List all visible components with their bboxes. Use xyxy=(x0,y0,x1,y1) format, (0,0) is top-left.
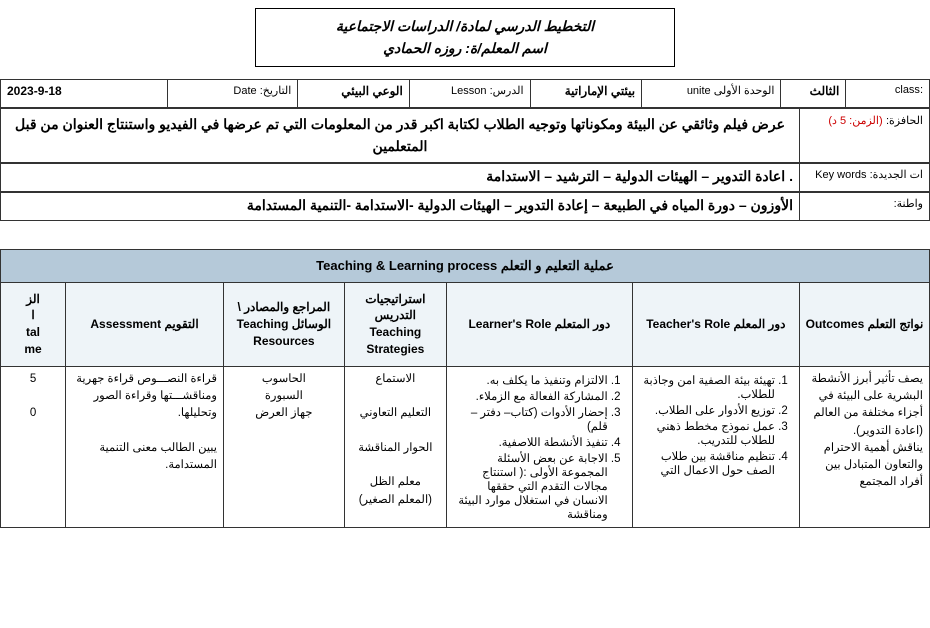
cell-teacher: تهيئة بيئة الصفية امن وجاذبة للطلاب. توزي… xyxy=(632,366,799,527)
learner-list-item: الاجابة عن بعض الأسئلة المجموعة الأولى :… xyxy=(453,451,608,521)
head-time: الز ا tal me xyxy=(1,282,66,366)
head-learner: دور المتعلم Learner's Role xyxy=(446,282,632,366)
citizenship-text: الأوزون – دورة المياه في الطبيعة – إعادة… xyxy=(1,192,800,220)
motivator-text: عرض فيلم وثائقي عن البيئة ومكوناتها وتوج… xyxy=(1,108,800,162)
plan-title-line2: اسم المعلم/ة: روزه الحمادي xyxy=(268,37,662,59)
learner-list-item: الالتزام وتنفيذ ما يكلف به. xyxy=(453,373,608,387)
head-assessment: التقويم Assessment xyxy=(66,282,224,366)
teacher-list-item: عمل نموذج مخطط ذهني للطلاب للتدريب. xyxy=(639,419,775,447)
citizenship-label: واطنة: xyxy=(799,192,929,220)
lesson-value: الوعي البيئي xyxy=(298,79,409,107)
motivator-row: الحافزة: (الزمن: 5 د) عرض فيلم وثائقي عن… xyxy=(0,108,930,163)
teacher-list-item: توزيع الأدوار على الطلاب. xyxy=(639,403,775,417)
date-label: التاريخ: Date xyxy=(168,79,298,107)
keywords-label: ات الجديدة: Key words xyxy=(799,163,929,191)
teacher-list-item: تنظيم مناقشة بين طلاب الصف حول الاعمال ا… xyxy=(639,449,775,477)
cell-assessment: قراءة النصـــوص قراءة جهرية ومناقشـــتها… xyxy=(66,366,224,527)
motivator-time: (الزمن: 5 د) xyxy=(828,115,882,127)
class-label: :class xyxy=(846,79,930,107)
cell-strategies: الاستماع التعليم التعاوني الحوار المناقش… xyxy=(344,366,446,527)
learner-list-item: المشاركة الفعالة مع الزملاء. xyxy=(453,389,608,403)
head-outcomes: نواتج التعلم Outcomes xyxy=(799,282,929,366)
keywords-text: . اعادة التدوير – الهيئات الدولية – التر… xyxy=(1,163,800,191)
cell-time: 5 0 xyxy=(1,366,66,527)
cell-outcomes: يصف تأثير أبرز الأنشطة البشرية على البيئ… xyxy=(799,366,929,527)
learner-list-item: تنفيذ الأنشطة اللاصفية. xyxy=(453,435,608,449)
lesson-label: الدرس: Lesson xyxy=(409,79,530,107)
learner-list: الالتزام وتنفيذ ما يكلف به. المشاركة الفع… xyxy=(453,373,626,521)
teacher-list-item: تهيئة بيئة الصفية امن وجاذبة للطلاب. xyxy=(639,373,775,401)
cell-learner: الالتزام وتنفيذ ما يكلف به. المشاركة الفع… xyxy=(446,366,632,527)
plan-title-line1: التخطيط الدرسي لمادة/ الدراسات الاجتماعي… xyxy=(268,15,662,37)
process-banner: عملية التعليم و التعلم Teaching & Learni… xyxy=(1,249,930,282)
keywords-row: ات الجديدة: Key words . اعادة التدوير – … xyxy=(0,163,930,192)
learner-list-item: إحضار الأدوات (كتاب– دفتر – قلم) xyxy=(453,405,608,433)
motivator-label: الحافزة: xyxy=(886,115,923,127)
date-value: 2023-9-18 xyxy=(1,79,168,107)
process-table: عملية التعليم و التعلم Teaching & Learni… xyxy=(0,249,930,528)
unit-value: بيئتي الإماراتية xyxy=(530,79,641,107)
info-row-1: :class الثالث الوحدة الأولى unite بيئتي … xyxy=(0,79,930,108)
head-strategies: استراتيجيات التدريس Teaching Strategies xyxy=(344,282,446,366)
motivator-label-cell: الحافزة: (الزمن: 5 د) xyxy=(799,108,929,162)
class-value: الثالث xyxy=(781,79,846,107)
teacher-list: تهيئة بيئة الصفية امن وجاذبة للطلاب. توزي… xyxy=(639,373,793,477)
cell-resources: الحاسوب السبورة جهاز العرض xyxy=(223,366,344,527)
head-teacher: دور المعلم Teacher's Role xyxy=(632,282,799,366)
unit-label: الوحدة الأولى unite xyxy=(642,79,781,107)
citizenship-row: واطنة: الأوزون – دورة المياه في الطبيعة … xyxy=(0,192,930,221)
head-resources: المراجع والمصادر \ الوسائل Teaching Reso… xyxy=(223,282,344,366)
